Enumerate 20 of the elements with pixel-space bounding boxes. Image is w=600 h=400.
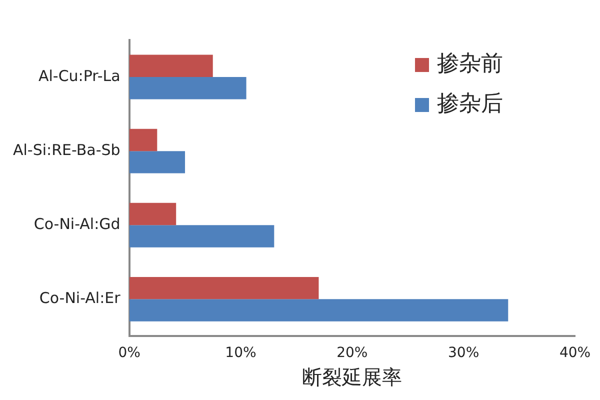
x-tick-label: 10%: [225, 345, 256, 362]
x-tick-label: 20%: [336, 345, 368, 362]
bar: [129, 225, 274, 248]
legend-label: 掺杂后: [437, 92, 503, 117]
bar: [129, 54, 213, 78]
bar: [129, 151, 186, 174]
x-tick-label: 0%: [118, 345, 140, 362]
x-tick-label: 30%: [448, 345, 480, 362]
x-axis-title: 断裂延展率: [302, 365, 402, 390]
bar: [129, 77, 246, 100]
y-tick-label: Co-Ni-Al:Er: [39, 289, 122, 308]
y-tick-label: Co-Ni-Al:Gd: [34, 215, 120, 234]
bar: [129, 202, 176, 226]
bar: [129, 299, 508, 322]
legend-label: 掺杂前: [437, 52, 503, 77]
y-tick-label: Al-Si:RE-Ba-Sb: [12, 140, 120, 159]
bar: [129, 128, 158, 152]
y-tick-label: Al-Cu:Pr-La: [38, 66, 120, 85]
x-tick-label: 40%: [559, 345, 591, 362]
bar: [129, 276, 319, 300]
